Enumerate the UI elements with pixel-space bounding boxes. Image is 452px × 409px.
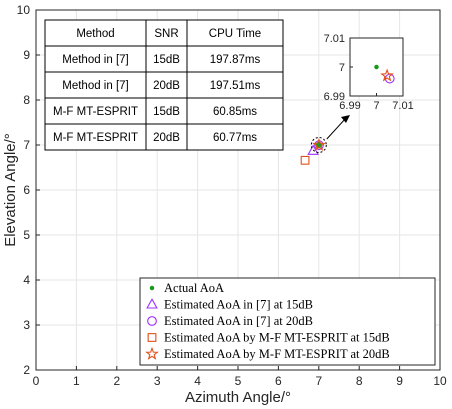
x-tick-label: 6 — [275, 374, 282, 388]
x-tick-label: 0 — [33, 374, 40, 388]
table-frame — [44, 19, 284, 151]
legend: Actual AoA Estimated AoA in [7] at 15dB Es… — [139, 277, 436, 366]
y-tick-label: 6 — [23, 183, 30, 197]
zoom-arrow-head — [341, 115, 350, 123]
data-layer — [300, 137, 326, 165]
table-cell: Method in [7] — [62, 54, 128, 66]
table-header-cell: CPU Time — [209, 28, 261, 40]
legend-entry: Estimated AoA in [7] at 15dB — [164, 298, 313, 312]
inset-y-tick-label: 6.99 — [324, 91, 345, 103]
y-tick-label: 5 — [23, 228, 30, 242]
y-tick-label: 9 — [23, 48, 30, 62]
legend-marker — [146, 298, 158, 309]
table-cell: 15dB — [153, 106, 180, 118]
inset-y-tick-label: 7 — [339, 62, 345, 74]
zoom-region-circle — [310, 137, 327, 153]
table-header-cell: Method — [76, 28, 114, 40]
table-cell: 197.51ms — [210, 80, 261, 92]
x-tick-label: 10 — [433, 374, 447, 388]
x-tick-label: 9 — [396, 374, 403, 388]
inset-x-tick-label: 7 — [373, 100, 379, 112]
y-tick-label: 2 — [23, 363, 30, 377]
cpu-time-table: Method SNR CPU Time Method in [7] 15dB 197.87… — [44, 19, 284, 151]
legend-marker — [145, 346, 159, 360]
legend-entry: Estimated AoA in [7] at 20dB — [164, 314, 313, 328]
table-cell: 197.87ms — [210, 54, 261, 66]
legend-entry: Estimated AoA by M-F MT-ESPRIT at 15dB — [164, 331, 390, 345]
table-header-cell: SNR — [154, 28, 178, 40]
legend-marker — [147, 333, 157, 342]
inset-data-point — [380, 68, 394, 82]
legend-marker — [147, 316, 157, 326]
table-cell: 20dB — [153, 80, 180, 92]
legend-entry: Actual AoA — [164, 281, 224, 295]
x-axis-label: Azimuth Angle/° — [185, 389, 291, 406]
data-point — [300, 155, 310, 165]
x-tick-label: 7 — [315, 374, 322, 388]
x-tick-label: 3 — [154, 374, 161, 388]
y-tick-label: 3 — [23, 318, 30, 332]
x-tick-label: 8 — [356, 374, 363, 388]
zoom-indicator — [310, 115, 350, 153]
table-cell: M-F MT-ESPRIT — [53, 106, 138, 118]
x-tick-label: 1 — [73, 374, 80, 388]
y-tick-label: 10 — [17, 3, 31, 17]
table-cell: M-F MT-ESPRIT — [53, 132, 138, 144]
table-cell: 15dB — [153, 54, 180, 66]
inset-x-tick-label: 7.01 — [392, 100, 413, 112]
x-tick-label: 4 — [194, 374, 201, 388]
table-cell: 60.77ms — [213, 132, 257, 144]
zoom-arrow — [326, 117, 347, 140]
legend-marker — [149, 285, 155, 291]
y-tick-label: 4 — [23, 273, 30, 287]
inset-y-tick-label: 7.01 — [324, 33, 345, 45]
legend-entry: Estimated AoA by M-F MT-ESPRIT at 20dB — [164, 347, 390, 361]
zoom-inset: 6.99 7 7.01 6.99 7 7.01 — [324, 33, 414, 112]
inset-data-point — [374, 64, 379, 70]
data-point — [312, 137, 326, 151]
x-tick-label: 5 — [235, 374, 242, 388]
x-tick-label: 2 — [113, 374, 120, 388]
inset-x-tick-label: 6.99 — [339, 100, 360, 112]
table-cell: Method in [7] — [62, 80, 128, 92]
y-tick-label: 8 — [23, 93, 30, 107]
table-cell: 20dB — [153, 132, 180, 144]
legend-frame — [139, 277, 436, 366]
table-cell: 60.85ms — [213, 106, 257, 118]
y-tick-label: 7 — [23, 138, 30, 152]
axis-ticks: 0 1 2 3 4 5 6 7 8 9 10 2 3 4 5 6 7 8 9 10 — [17, 3, 447, 388]
y-axis-label: Elevation Angle/° — [2, 133, 19, 247]
